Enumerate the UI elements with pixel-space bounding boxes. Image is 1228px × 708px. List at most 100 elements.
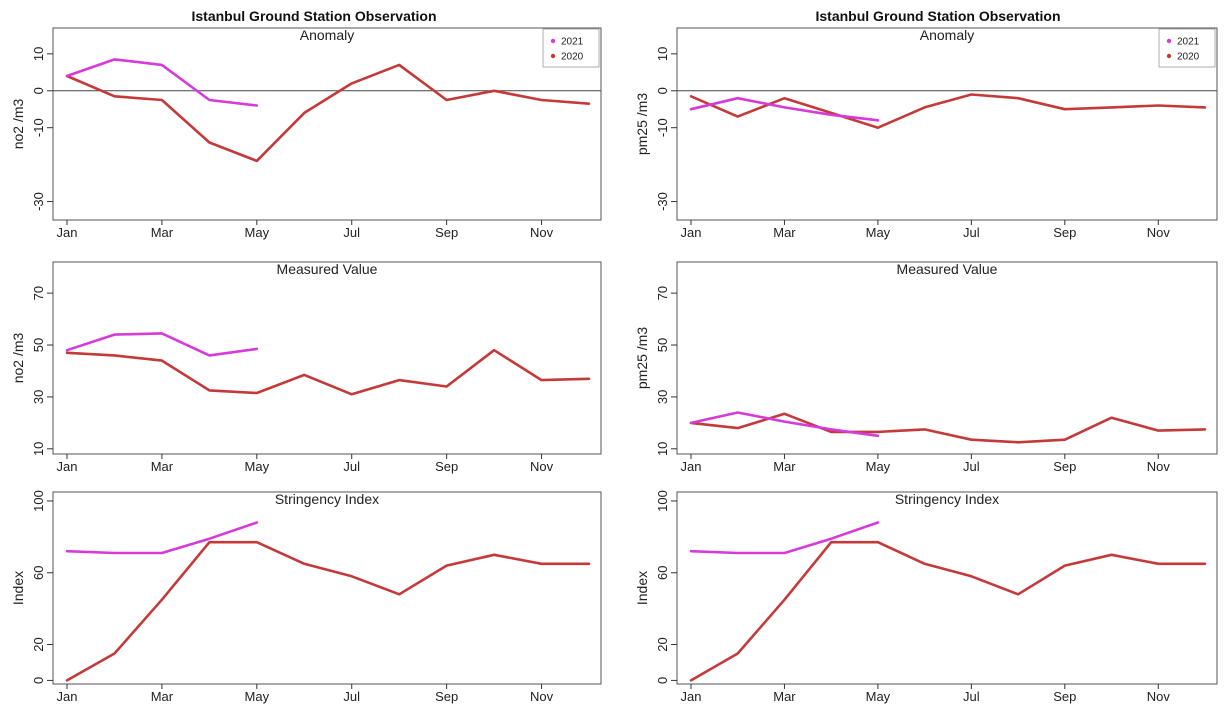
legend-marker-2020 — [1166, 53, 1172, 59]
x-tick-label: Nov — [1147, 459, 1171, 474]
x-tick-label: Nov — [530, 225, 554, 240]
legend-label: 2020 — [1177, 52, 1200, 63]
y-tick-label: 50 — [655, 338, 670, 352]
x-tick-label: Mar — [151, 225, 174, 240]
series-line-2020 — [65, 63, 591, 163]
plot-frame — [676, 27, 1218, 221]
x-tick-label: Sep — [1053, 689, 1076, 704]
chart-panel: Stringency Index Index 0 20 60 100 Jan Mar May Ju… — [634, 490, 1218, 704]
y-tick-label: 10 — [655, 47, 670, 61]
y-axis-label: no2 /m3 — [10, 98, 26, 149]
x-tick-label: Jan — [681, 225, 702, 240]
y-tick-label: 60 — [31, 566, 46, 580]
y-tick-label: 70 — [655, 286, 670, 300]
x-tick-label: Jul — [343, 459, 360, 474]
panel-title: Measured Value — [897, 261, 998, 277]
legend-marker-2021 — [1166, 38, 1172, 44]
panel-title: Stringency Index — [275, 491, 379, 507]
y-tick-label: 70 — [31, 286, 46, 300]
series-line-2021 — [689, 521, 880, 555]
y-tick-label: 0 — [655, 87, 670, 94]
x-tick-label: Jan — [681, 459, 702, 474]
legend-box — [1158, 28, 1216, 68]
y-tick-label: 10 — [31, 47, 46, 61]
series-line-2021 — [689, 96, 880, 122]
x-tick-label: Nov — [1147, 225, 1171, 240]
chart-panel: Stringency Index Index 0 20 60 100 Jan Mar May Ju… — [10, 490, 602, 704]
legend-label: 2021 — [1177, 37, 1200, 48]
y-tick-label: -10 — [31, 118, 46, 137]
y-tick-label: 30 — [655, 390, 670, 404]
panel-title: Stringency Index — [895, 491, 999, 507]
y-axis-label: Index — [634, 571, 650, 605]
x-tick-label: Jul — [963, 689, 980, 704]
legend-marker-2021 — [550, 38, 556, 44]
x-tick-label: Nov — [530, 689, 554, 704]
x-tick-label: Jan — [681, 689, 702, 704]
y-tick-label: 10 — [655, 442, 670, 456]
chart-panel: Anomaly pm25 /m3 10 0 -10 -30 Jan Mar May Jul Sep N… — [634, 27, 1218, 240]
x-tick-label: May — [245, 459, 270, 474]
x-tick-label: Sep — [435, 689, 458, 704]
x-tick-label: Sep — [435, 459, 458, 474]
y-tick-label: 20 — [655, 637, 670, 651]
y-axis-label: Index — [10, 571, 26, 605]
x-tick-label: Jan — [57, 225, 78, 240]
y-tick-label: 10 — [31, 442, 46, 456]
y-tick-label: 100 — [655, 490, 670, 512]
series-line-2020 — [65, 348, 591, 396]
plot-frame — [52, 27, 602, 221]
x-tick-label: Jul — [963, 225, 980, 240]
y-tick-label: -30 — [31, 192, 46, 211]
series-line-2020 — [689, 540, 1207, 682]
y-tick-label: 60 — [655, 566, 670, 580]
chart-panel: Measured Value pm25 /m3 10 30 50 70 Jan Mar May J… — [634, 261, 1218, 474]
series-line-2021 — [65, 58, 259, 107]
x-tick-label: May — [866, 459, 891, 474]
panel-title: Anomaly — [920, 27, 974, 43]
y-tick-label: 0 — [31, 87, 46, 94]
x-tick-label: Mar — [773, 225, 796, 240]
x-tick-label: May — [245, 225, 270, 240]
plot-frame — [676, 491, 1218, 685]
x-tick-label: May — [245, 689, 270, 704]
y-tick-label: 0 — [655, 677, 670, 684]
x-tick-label: Mar — [151, 459, 174, 474]
y-axis-label: pm25 /m3 — [634, 93, 650, 155]
x-tick-label: Sep — [1053, 225, 1076, 240]
right-column-title: Istanbul Ground Station Observation — [815, 8, 1061, 24]
legend-marker-2020 — [550, 53, 556, 59]
y-tick-label: 30 — [31, 390, 46, 404]
y-tick-label: 50 — [31, 338, 46, 352]
x-tick-label: Mar — [151, 689, 174, 704]
x-tick-label: Sep — [435, 225, 458, 240]
panel-title: Measured Value — [277, 261, 378, 277]
y-tick-label: 100 — [31, 490, 46, 512]
x-tick-label: May — [866, 225, 891, 240]
x-tick-label: Mar — [773, 459, 796, 474]
chart-panel: Anomaly no2 /m3 10 0 -10 -30 Jan Mar May Jul Sep No… — [10, 27, 602, 240]
x-tick-label: Mar — [773, 689, 796, 704]
x-tick-label: Jul — [343, 225, 360, 240]
y-tick-label: 0 — [31, 677, 46, 684]
y-axis-label: pm25 /m3 — [634, 327, 650, 389]
left-column-title: Istanbul Ground Station Observation — [191, 8, 437, 24]
y-tick-label: -10 — [655, 118, 670, 137]
legend-label: 2021 — [561, 37, 584, 48]
x-tick-label: Jul — [343, 689, 360, 704]
y-axis-label: no2 /m3 — [10, 332, 26, 383]
panel-title: Anomaly — [300, 27, 354, 43]
series-line-2021 — [65, 332, 259, 357]
x-tick-label: Nov — [530, 459, 554, 474]
x-tick-label: Jan — [57, 459, 78, 474]
x-tick-label: Jul — [963, 459, 980, 474]
series-line-2021 — [689, 411, 880, 438]
legend-box — [542, 28, 600, 68]
y-tick-label: 20 — [31, 637, 46, 651]
x-tick-label: Nov — [1147, 689, 1171, 704]
series-line-2020 — [65, 540, 591, 682]
x-tick-label: May — [866, 689, 891, 704]
legend-label: 2020 — [561, 52, 584, 63]
